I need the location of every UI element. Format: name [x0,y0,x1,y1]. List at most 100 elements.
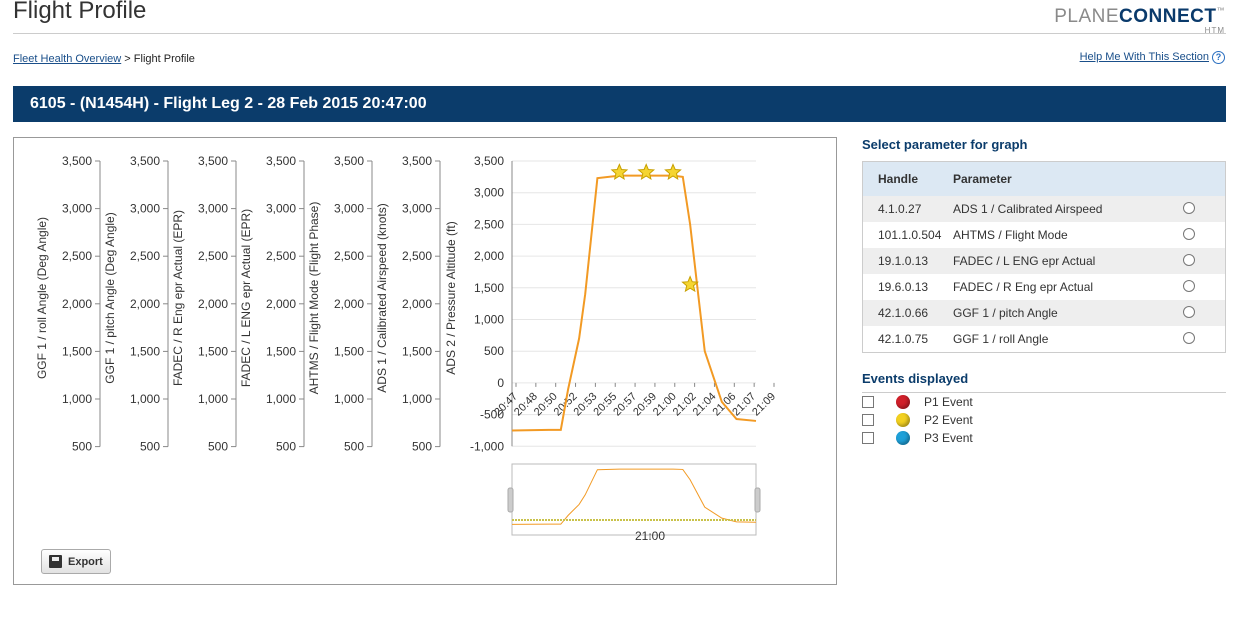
flight-banner: 6105 - (N1454H) - Flight Leg 2 - 28 Feb … [13,86,1226,122]
parameter-radio[interactable] [1183,331,1195,344]
select-parameter-title: Select parameter for graph [862,137,1028,152]
parameter-name: ADS 1 / Calibrated Airspeed [953,202,1103,216]
y-tick-label: 1,000 [402,392,432,406]
event-checkbox[interactable] [862,396,874,408]
y-tick-label: 500 [344,440,364,454]
planeconnect-logo: PLANECONNECT™ HTM [1054,6,1225,35]
parameter-row[interactable]: 101.1.0.504 AHTMS / Flight Mode [863,222,1225,248]
events-divider [862,392,1226,393]
parameter-name: FADEC / R Eng epr Actual [953,280,1094,294]
y-tick-label: 2,500 [130,249,160,263]
event-item: P3 Event [862,429,1226,447]
event-checkbox[interactable] [862,432,874,444]
y-tick-label: 2,500 [334,249,364,263]
y-tick-label: 3,000 [198,202,228,216]
x-tick-label: 21:09 [750,391,778,419]
y-tick-label: 2,000 [62,297,92,311]
event-dot-icon [896,431,910,445]
parameter-panel: Select parameter for graph Handle Parame… [862,137,1226,447]
y-axis-title: GGF 1 / roll Angle (Deg Angle) [35,217,49,379]
parameter-handle: 19.6.0.13 [878,280,929,294]
y-tick-label: 3,500 [198,154,228,168]
y-axis-title: FADEC / R Eng epr Actual (EPR) [171,210,185,386]
y-tick-label: 3,500 [402,154,432,168]
parameter-radio[interactable] [1183,227,1195,240]
y-tick-label: 500 [208,440,228,454]
event-label: P1 Event [924,395,973,409]
y-tick-label: 500 [412,440,432,454]
y-tick-label: 2,000 [334,297,364,311]
export-button[interactable]: Export [41,549,111,574]
parameter-table-header: Handle Parameter [863,162,1225,196]
y-tick-label: 2,000 [198,297,228,311]
event-label: P3 Event [924,431,973,445]
y-tick-label: 1,000 [334,392,364,406]
save-disk-icon [49,555,62,568]
parameter-handle: 4.1.0.27 [878,202,922,216]
y-axis-title: ADS 1 / Calibrated Airspeed (knots) [375,203,389,392]
main-y-tick-label: -1,000 [470,439,504,453]
main-y-axis-title: ADS 2 / Pressure Altitude (ft) [444,221,458,374]
parameter-table: Handle Parameter 4.1.0.27 ADS 1 / Calibra… [862,161,1226,353]
breadcrumb-current: Flight Profile [133,53,195,65]
y-tick-label: 3,000 [334,202,364,216]
handle-column-header: Handle [878,172,919,186]
parameter-row[interactable]: 4.1.0.27 ADS 1 / Calibrated Airspeed [863,196,1225,222]
breadcrumb-fleet-health-link[interactable]: Fleet Health Overview [13,53,122,65]
main-y-tick-label: -500 [480,408,504,422]
parameter-name: FADEC / L ENG epr Actual [953,254,1096,268]
navigator-series-line [511,468,757,525]
y-tick-label: 2,500 [402,249,432,263]
parameter-handle: 101.1.0.504 [878,228,942,242]
y-tick-label: 500 [276,440,296,454]
event-item: P2 Event [862,411,1226,429]
event-item: P1 Event [862,393,1226,411]
flight-profile-chart: 3,500 3,000 2,500 2,000 1,500 1,000 500 GGF 1 /… [35,154,778,543]
parameter-radio[interactable] [1183,279,1195,292]
parameter-name: GGF 1 / pitch Angle [953,306,1058,320]
y-tick-label: 2,000 [402,297,432,311]
main-y-tick-label: 3,000 [474,186,504,200]
y-tick-label: 500 [140,440,160,454]
y-tick-label: 1,500 [402,344,432,358]
y-tick-label: 3,000 [402,202,432,216]
parameter-row[interactable]: 42.1.0.66 GGF 1 / pitch Angle [863,300,1225,326]
main-y-tick-label: 1,500 [474,281,504,295]
parameter-name: AHTMS / Flight Mode [953,228,1068,242]
parameter-radio[interactable] [1183,253,1195,266]
y-tick-label: 3,500 [130,154,160,168]
y-tick-label: 3,000 [62,202,92,216]
event-label: P2 Event [924,413,973,427]
y-tick-label: 3,000 [130,202,160,216]
y-tick-label: 2,000 [130,297,160,311]
main-y-tick-label: 2,000 [474,249,504,263]
y-tick-label: 1,000 [198,392,228,406]
parameter-handle: 42.1.0.66 [878,306,929,320]
page-title: Flight Profile [13,0,147,24]
main-y-tick-label: 1,000 [474,313,504,327]
navigator-left-handle [507,487,514,513]
main-y-tick-label: 3,500 [474,154,504,168]
y-tick-label: 2,500 [198,249,228,263]
breadcrumb: Fleet Health Overview > Flight Profile [13,53,195,65]
help-question-icon[interactable]: ? [1212,51,1225,64]
y-axis-title: AHTMS / Flight Mode (Flight Phase) [307,202,321,395]
parameter-row[interactable]: 19.1.0.13 FADEC / L ENG epr Actual [863,248,1225,274]
event-star-marker [681,275,699,293]
parameter-radio[interactable] [1183,305,1195,318]
help-section: Help Me With This Section? [1080,51,1225,64]
y-tick-label: 2,000 [266,297,296,311]
parameter-radio[interactable] [1183,201,1195,214]
parameter-row[interactable]: 42.1.0.75 GGF 1 / roll Angle [863,326,1225,352]
y-axis-title: GGF 1 / pitch Angle (Deg Angle) [103,212,117,383]
event-checkbox[interactable] [862,414,874,426]
y-tick-label: 3,500 [334,154,364,168]
main-y-tick-label: 2,500 [474,217,504,231]
help-link[interactable]: Help Me With This Section [1079,51,1209,63]
parameter-handle: 42.1.0.75 [878,332,929,346]
y-tick-label: 3,500 [62,154,92,168]
parameter-row[interactable]: 19.6.0.13 FADEC / R Eng epr Actual [863,274,1225,300]
parameter-column-header: Parameter [953,172,1012,186]
y-tick-label: 1,500 [130,344,160,358]
y-tick-label: 1,500 [266,344,296,358]
